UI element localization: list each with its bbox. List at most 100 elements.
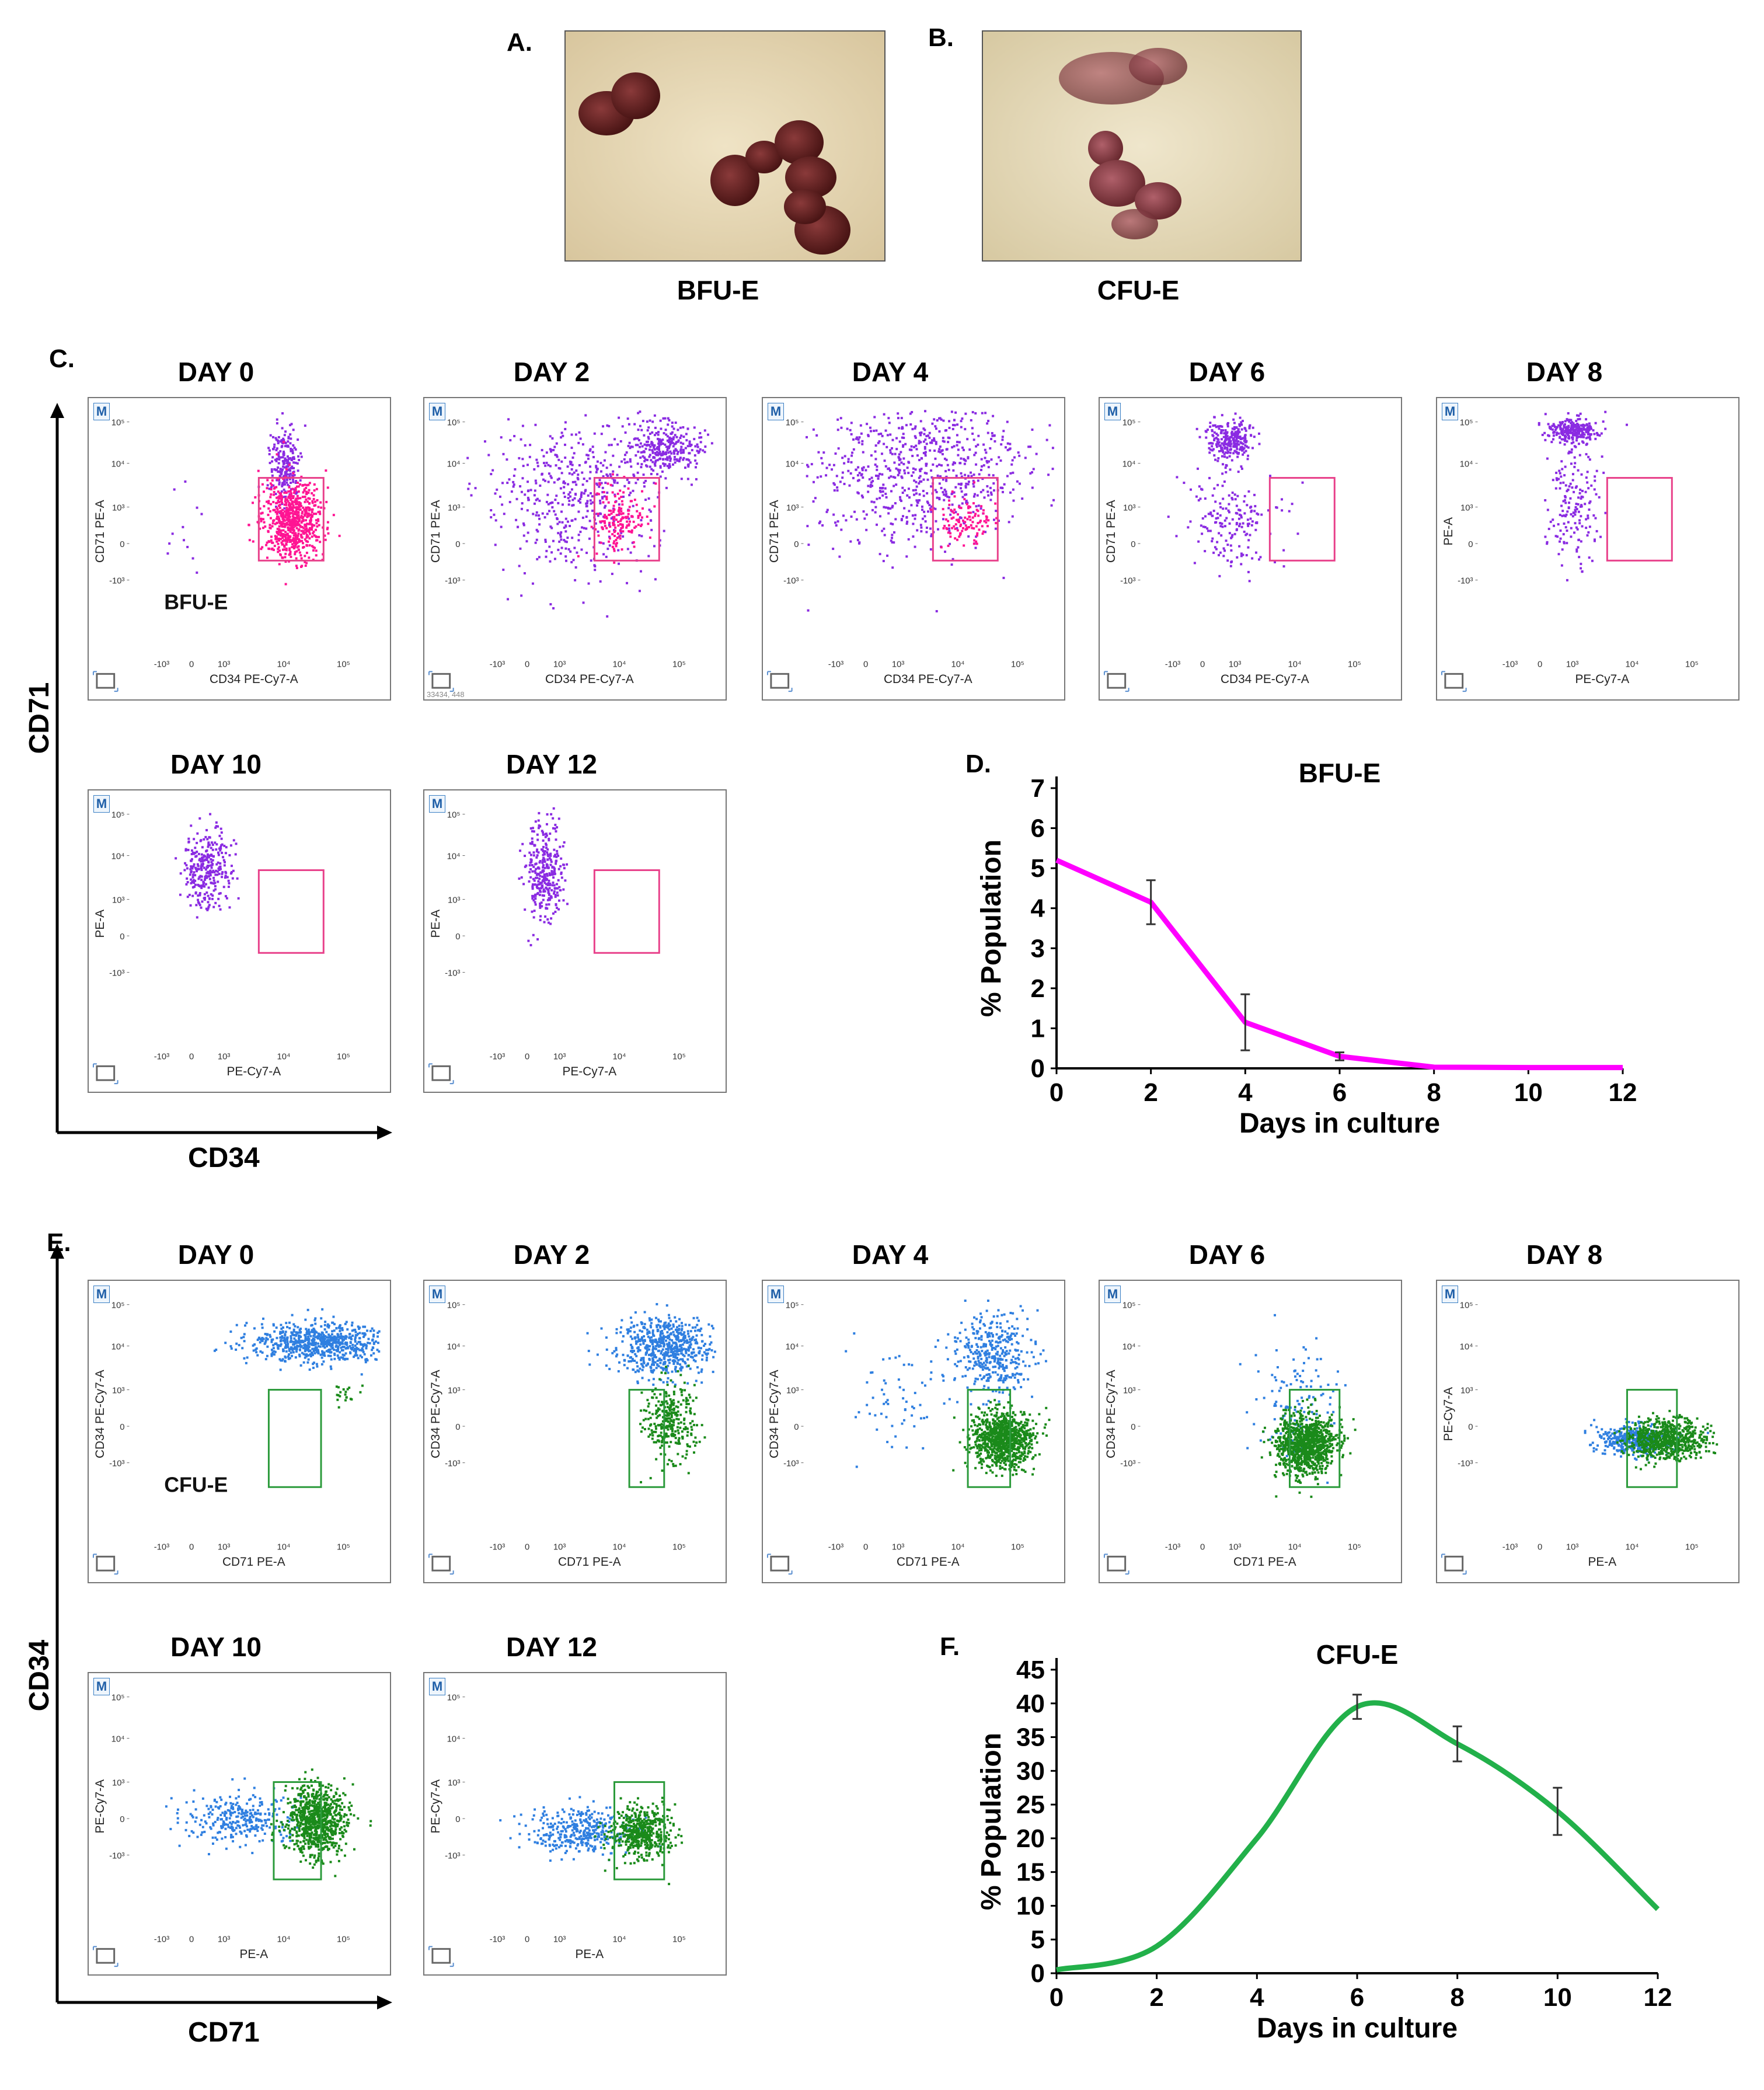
- cfu-e-colony-image: [983, 32, 1301, 260]
- flow-xaxis-label: PE-Cy7-A: [1575, 673, 1630, 686]
- flow-xaxis-label: PE-Cy7-A: [563, 1065, 617, 1078]
- panel-e-yaxis-label: CD34: [23, 1640, 55, 1712]
- zoom-reset-icon[interactable]: [429, 671, 454, 691]
- panel-b-label: B.: [928, 23, 954, 53]
- y-tick-label: 10⁵: [111, 1694, 125, 1703]
- flow-yaxis-label: CD34 PE-Cy7-A: [93, 1370, 107, 1458]
- x-tick-label: -10³: [828, 660, 843, 669]
- gate-rectangle[interactable]: [594, 478, 659, 561]
- x-tick-label: 10³: [218, 1052, 231, 1061]
- zoom-reset-icon[interactable]: [768, 671, 792, 691]
- gate-rectangle[interactable]: [259, 870, 323, 953]
- y-tick-label: 5: [1031, 1925, 1045, 1954]
- x-tick-label: 10³: [892, 1542, 905, 1552]
- x-tick-label: 0: [525, 1935, 529, 1944]
- zoom-reset-icon[interactable]: [768, 1554, 792, 1574]
- zoom-reset-icon[interactable]: [429, 1064, 454, 1084]
- x-tick-label: 10⁴: [1626, 1542, 1639, 1552]
- flow-yaxis-label: CD34 PE-Cy7-A: [1104, 1370, 1118, 1458]
- gate-rectangle[interactable]: [269, 1390, 321, 1488]
- x-tick-label: 10⁵: [337, 660, 350, 669]
- y-tick-label: 35: [1016, 1723, 1045, 1752]
- e-plot-5-title: DAY 10: [170, 1631, 262, 1663]
- gate-rectangle[interactable]: [594, 870, 659, 953]
- x-tick-label: 10³: [553, 660, 566, 669]
- zoom-reset-icon[interactable]: [93, 671, 118, 691]
- x-tick-label: 0: [189, 1935, 194, 1944]
- zoom-reset-icon[interactable]: [1442, 1554, 1466, 1574]
- y-tick-label: 10⁴: [447, 1734, 461, 1744]
- x-tick-label: 10⁵: [1348, 1542, 1361, 1552]
- flow-xaxis-label: CD34 PE-Cy7-A: [210, 673, 298, 686]
- flow-xaxis-label: CD34 PE-Cy7-A: [1221, 673, 1309, 686]
- gate-rectangle[interactable]: [1270, 478, 1334, 561]
- x-tick-label: 10⁵: [337, 1052, 350, 1061]
- y-tick-label: 10³: [112, 896, 125, 905]
- x-tick-label: 0: [525, 1542, 529, 1552]
- x-tick-label: 10⁴: [277, 660, 291, 669]
- event-dots: [499, 1796, 683, 1885]
- gate-rectangle[interactable]: [1607, 478, 1672, 561]
- x-tick-label: 10⁴: [277, 1935, 291, 1944]
- event-dots: [165, 1768, 372, 1877]
- chart-title: BFU-E: [1299, 759, 1381, 788]
- zoom-reset-icon[interactable]: [93, 1064, 118, 1084]
- zoom-reset-icon[interactable]: [93, 1946, 118, 1966]
- y-tick-label: 10³: [786, 504, 799, 513]
- x-tick-label: 0: [189, 1542, 194, 1552]
- zoom-reset-icon[interactable]: [1104, 671, 1129, 691]
- x-tick-label: 10: [1514, 1078, 1543, 1107]
- flow-xaxis-label: CD34 PE-Cy7-A: [545, 673, 634, 686]
- y-tick-label: -10³: [1458, 1459, 1473, 1469]
- panel-c-xaxis-label: CD34: [188, 1142, 260, 1174]
- y-tick-label: -10³: [1458, 577, 1473, 586]
- gate-rectangle[interactable]: [629, 1390, 664, 1488]
- zoom-reset-icon[interactable]: [1442, 671, 1466, 691]
- zoom-reset-icon[interactable]: [93, 1554, 118, 1574]
- x-tick-label: 2: [1144, 1078, 1158, 1107]
- zoom-reset-icon[interactable]: [429, 1946, 454, 1966]
- y-tick-label: 10³: [112, 1779, 125, 1788]
- flow-yaxis-label: PE-Cy7-A: [429, 1779, 442, 1834]
- flow-xaxis-label: CD71 PE-A: [558, 1555, 621, 1569]
- x-tick-label: 0: [1538, 1542, 1542, 1552]
- x-tick-label: 0: [189, 660, 194, 669]
- x-tick-label: -10³: [490, 1052, 505, 1061]
- e-plot-6-title: DAY 12: [506, 1631, 597, 1663]
- x-tick-label: 0: [525, 1052, 529, 1061]
- x-tick-label: -10³: [1502, 1542, 1518, 1552]
- x-tick-label: 10⁵: [1685, 660, 1699, 669]
- y-tick-label: 10⁴: [786, 459, 799, 469]
- x-tick-label: 10³: [553, 1542, 566, 1552]
- panel-e-xaxis-label: CD71: [188, 2016, 260, 2049]
- zoom-reset-icon[interactable]: [429, 1554, 454, 1574]
- flow-xaxis-label: CD71 PE-A: [222, 1555, 285, 1569]
- x-tick-label: 10⁵: [337, 1542, 350, 1552]
- zoom-reset-icon[interactable]: [1104, 1554, 1129, 1574]
- y-tick-label: -10³: [783, 577, 799, 586]
- x-tick-label: 10⁵: [337, 1935, 350, 1944]
- x-tick-label: 4: [1250, 1983, 1264, 2012]
- y-tick-label: 10⁵: [447, 1694, 461, 1703]
- event-dots: [1167, 413, 1304, 583]
- flow-xaxis-label: CD71 PE-A: [1233, 1555, 1296, 1569]
- y-tick-label: 0: [1031, 1054, 1045, 1083]
- x-tick-label: 10³: [218, 660, 231, 669]
- y-tick-label: 0: [1131, 1423, 1135, 1432]
- x-tick-label: 0: [1050, 1983, 1064, 2012]
- x-tick-label: -10³: [154, 1542, 169, 1552]
